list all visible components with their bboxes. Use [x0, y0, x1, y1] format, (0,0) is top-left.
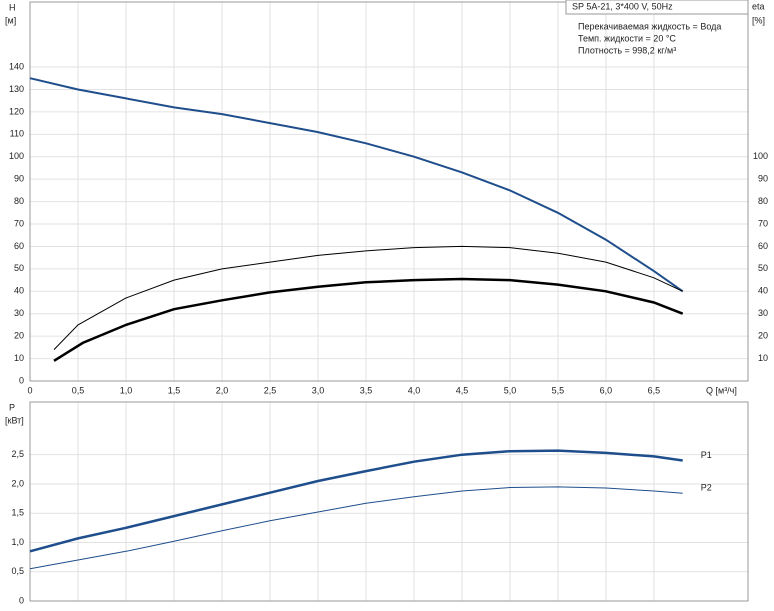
curve [53, 277, 684, 362]
y2-axis-label: eta [752, 1, 765, 11]
x-tick-label: 1,0 [120, 385, 133, 395]
y-tick-label: 100 [9, 151, 24, 161]
y2-tick-label: 40 [758, 286, 768, 296]
y-tick-label: 110 [10, 129, 24, 139]
y2-tick-label: 70 [758, 218, 768, 228]
y-tick-label: 0,5 [11, 566, 24, 576]
y-tick-label: 50 [14, 263, 24, 273]
plot-frame [29, 1, 749, 382]
x-tick-label: 2,0 [216, 385, 229, 395]
y2-tick-label: 100 [753, 151, 768, 161]
y-tick-label: 1,5 [11, 508, 24, 518]
annotation: Плотность = 998,2 кг/м³ [578, 45, 676, 55]
x-tick-label: 4,0 [408, 385, 421, 395]
annotation: SP 5A-21, 3*400 V, 50Hz [572, 1, 673, 11]
x-tick-label: 0 [27, 385, 32, 395]
y-tick-label: 60 [14, 241, 24, 251]
y-tick-label: 1,0 [11, 537, 24, 547]
y2-tick-label: 80 [758, 196, 768, 206]
x-tick-label: 6,5 [648, 385, 661, 395]
curve [53, 245, 683, 350]
x-tick-label: 5,0 [504, 385, 517, 395]
y2-tick-label: 30 [758, 308, 768, 318]
y-tick-label: 130 [9, 84, 24, 94]
series-label: P1 [701, 450, 712, 460]
x-tick-label: 0,5 [72, 385, 85, 395]
x-tick-label: 2,5 [264, 385, 277, 395]
plot-frame [29, 401, 749, 602]
x-tick-label: 3,5 [360, 385, 373, 395]
x-tick-label: 6,0 [600, 385, 613, 395]
y-tick-label: 2,5 [11, 449, 24, 459]
y2-tick-label: 60 [758, 241, 768, 251]
y-tick-label: 120 [9, 106, 24, 116]
curve [29, 449, 683, 553]
y2-tick-label: 50 [758, 263, 768, 273]
y2-tick-label: 10 [758, 353, 768, 363]
y-axis-unit: [м] [5, 15, 16, 25]
x-tick-label: 1,5 [168, 385, 181, 395]
y2-axis-unit: [%] [752, 15, 765, 25]
y-tick-label: 140 [9, 61, 24, 71]
y2-tick-label: 20 [758, 331, 768, 341]
y-tick-label: 0 [19, 595, 24, 605]
y-tick-label: 10 [14, 353, 24, 363]
info-box [565, 0, 749, 15]
annotation: Темп. жидкости = 20 °C [578, 33, 676, 43]
y-axis-label: P [9, 402, 15, 412]
y-tick-label: 90 [14, 174, 24, 184]
curve [29, 486, 683, 570]
y-axis-label: H [9, 2, 16, 12]
y-tick-label: 0 [19, 375, 24, 385]
x-axis-label: Q [м³/ч] [706, 385, 737, 395]
annotation: Перекачиваемая жидкость = Вода [578, 21, 721, 31]
series-label: P2 [701, 483, 712, 493]
x-tick-label: 4,5 [456, 385, 469, 395]
x-tick-label: 3,0 [312, 385, 325, 395]
y-tick-label: 80 [14, 196, 24, 206]
y-tick-label: 30 [14, 308, 24, 318]
y-tick-label: 2,0 [11, 478, 24, 488]
y2-tick-label: 90 [758, 174, 768, 184]
y-axis-unit: [кВт] [5, 415, 24, 425]
x-tick-label: 5,5 [552, 385, 565, 395]
y-tick-label: 70 [14, 218, 24, 228]
y-tick-label: 40 [14, 286, 24, 296]
curve [29, 77, 684, 293]
y-tick-label: 20 [14, 331, 24, 341]
